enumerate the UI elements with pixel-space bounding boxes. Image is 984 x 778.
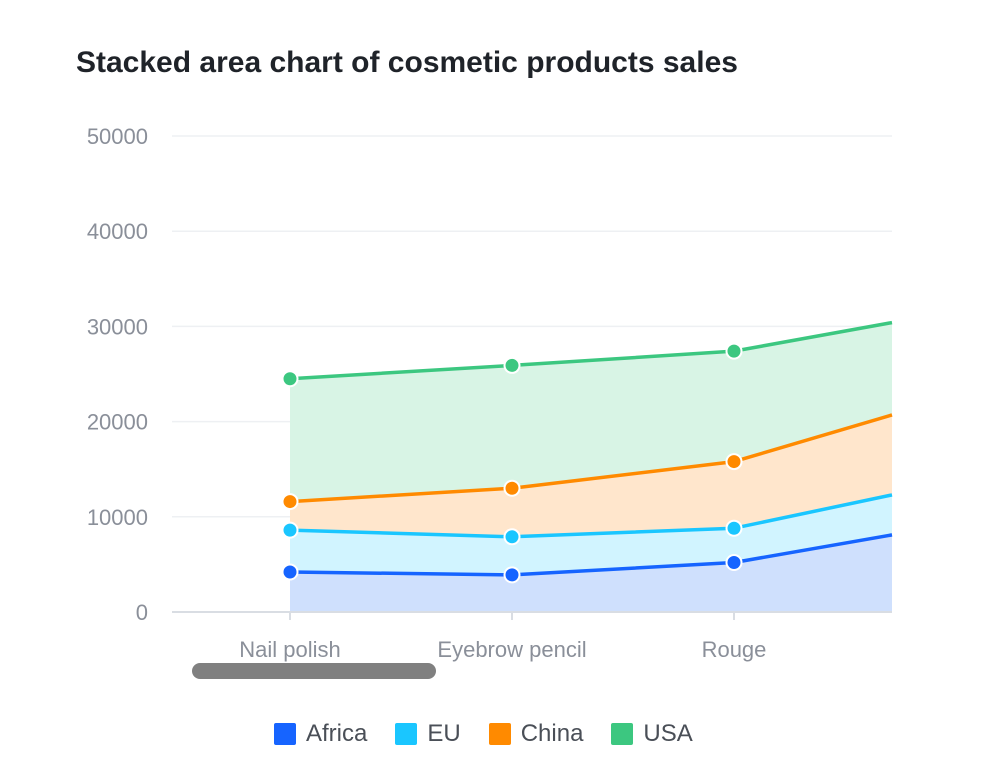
- legend-label: China: [520, 720, 584, 747]
- y-tick-label: 40000: [87, 219, 148, 244]
- point-china[interactable]: [725, 453, 743, 471]
- point-eu[interactable]: [503, 528, 521, 546]
- area-layer: [290, 322, 892, 612]
- x-tick-label: Eyebrow pencil: [437, 637, 586, 662]
- point-africa[interactable]: [503, 566, 521, 584]
- y-tick-label: 30000: [87, 314, 148, 339]
- label-layer: 0 10000 20000 30000 40000 50000 Nail polish Eye…: [87, 124, 767, 662]
- area-africa: [290, 534, 892, 612]
- area-china: [290, 414, 892, 537]
- point-layer[interactable]: [281, 342, 743, 584]
- chart-plot: 0 10000 20000 30000 40000 50000 Nail polish Eye…: [87, 124, 893, 662]
- point-eu[interactable]: [281, 521, 299, 539]
- legend-label: USA: [643, 720, 693, 747]
- line-usa: [289, 320, 893, 381]
- point-china[interactable]: [503, 479, 521, 497]
- y-tick-label: 20000: [87, 410, 148, 435]
- line-layer: [289, 320, 893, 577]
- line-africa: [289, 533, 893, 577]
- y-tick-label: 0: [136, 600, 148, 625]
- legend-item-china[interactable]: China: [488, 720, 584, 748]
- line-eu: [289, 493, 893, 539]
- legend-item-usa[interactable]: USA: [611, 720, 693, 748]
- legend-item-africa[interactable]: Africa: [274, 720, 367, 748]
- point-usa[interactable]: [281, 370, 299, 388]
- legend-swatch: [274, 723, 296, 745]
- chart-scrollbar[interactable]: [192, 663, 436, 679]
- legend-swatch: [395, 723, 418, 745]
- y-tick-label: 50000: [87, 124, 148, 149]
- axis-layer: [172, 611, 892, 620]
- point-china[interactable]: [281, 493, 299, 511]
- point-eu[interactable]: [725, 519, 743, 537]
- chart-legend: Africa EU China USA: [274, 720, 693, 748]
- x-tick-label: Nail polish: [239, 637, 341, 662]
- area-usa: [290, 322, 892, 502]
- legend-label: Africa: [306, 720, 368, 747]
- chart-title: Stacked area chart of cosmetic products …: [76, 46, 738, 79]
- y-tick-label: 10000: [87, 505, 148, 530]
- legend-swatch: [488, 723, 511, 745]
- point-usa[interactable]: [503, 356, 521, 374]
- legend-swatch: [611, 723, 634, 745]
- legend-item-eu[interactable]: EU: [395, 720, 461, 748]
- line-china: [289, 413, 893, 504]
- x-tick-label: Rouge: [702, 637, 767, 662]
- point-africa[interactable]: [281, 563, 299, 581]
- point-africa[interactable]: [725, 553, 743, 571]
- point-usa[interactable]: [725, 342, 743, 360]
- legend-label: EU: [427, 720, 461, 747]
